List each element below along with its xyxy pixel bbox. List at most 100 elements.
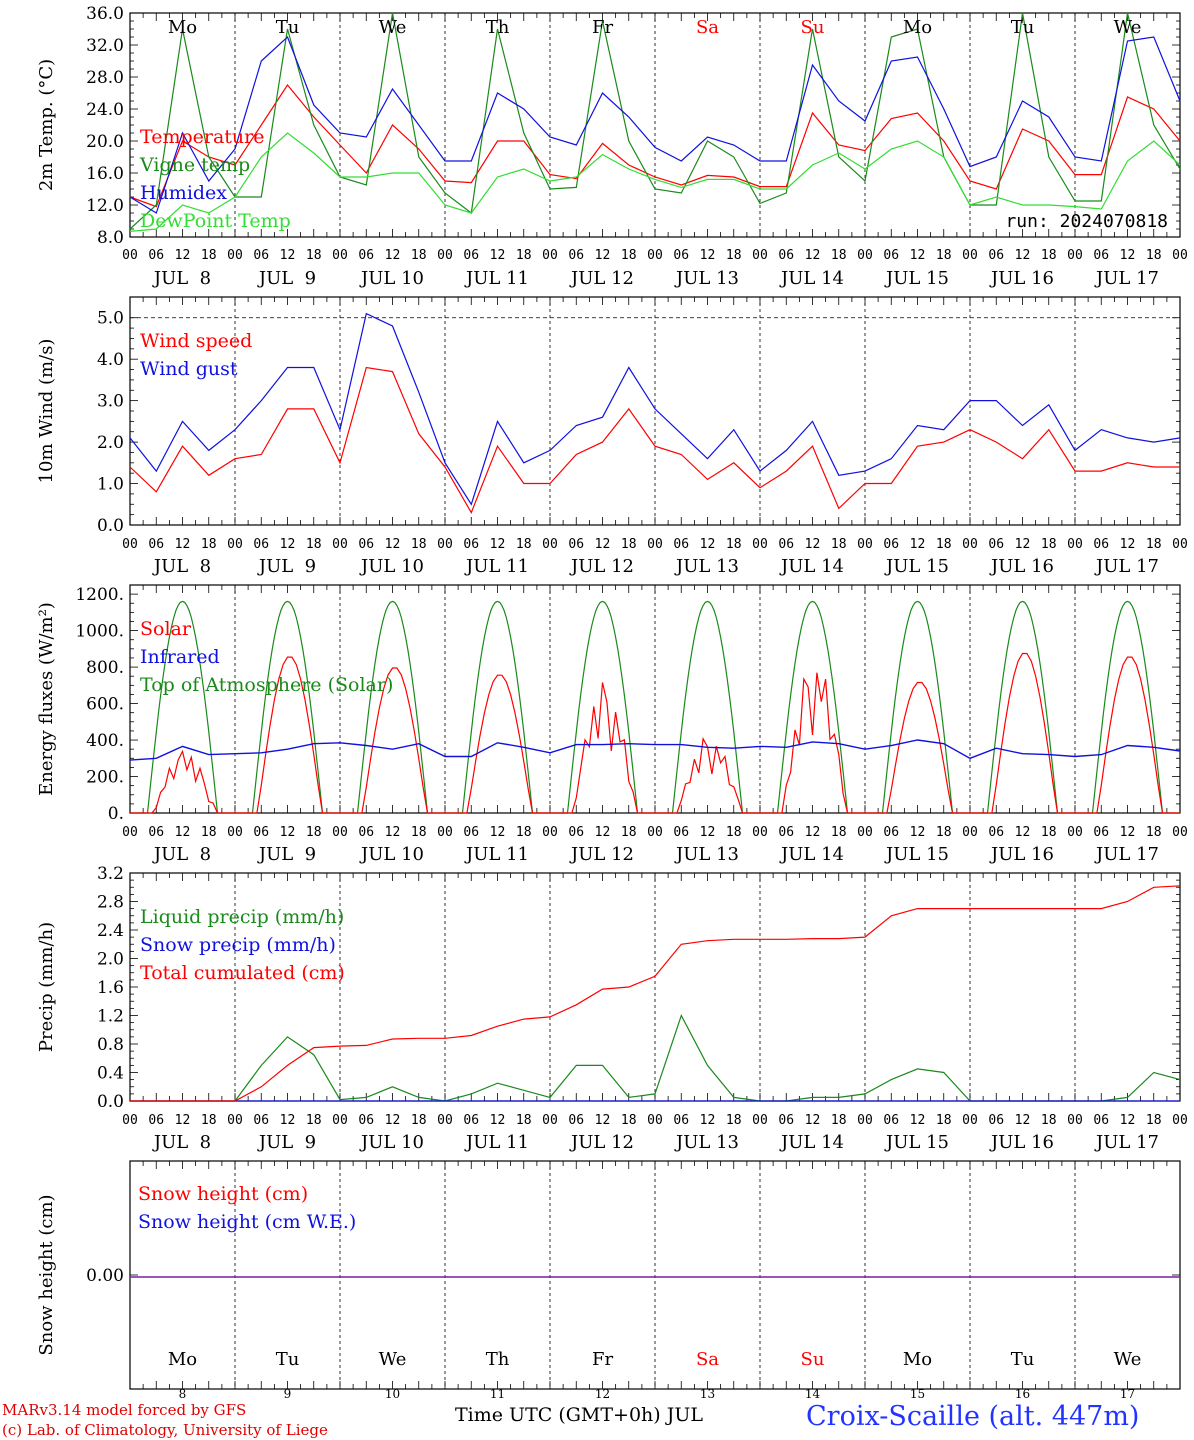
temp-hour-label: 18 [306, 248, 322, 263]
precip-y-tick-label: 2.0 [97, 950, 124, 970]
day-number-label: 8 [179, 1387, 187, 1400]
temp-hour-label: 06 [253, 248, 269, 263]
temp-date-label: JUL 8 [152, 268, 211, 289]
wind-y-tick-label: 5.0 [97, 309, 124, 329]
wind-hour-label: 00 [332, 537, 348, 552]
wind-hour-label: 00 [962, 537, 978, 552]
wind-hour-label: 18 [1041, 537, 1057, 552]
energy-hour-label: 12 [490, 825, 506, 840]
precip-hour-label: 00 [752, 1113, 768, 1128]
weekday-label-bottom: Su [801, 1349, 825, 1370]
temp-hour-label: 06 [778, 248, 794, 263]
energy-hour-label: 18 [1146, 825, 1162, 840]
energy-date-label: JUL 10 [359, 844, 424, 865]
temp-hour-label: 06 [1093, 248, 1109, 263]
precip-y-tick-label: 0.8 [97, 1035, 124, 1055]
weekday-label-top: Tu [276, 17, 300, 38]
wind-date-label: JUL 9 [257, 556, 316, 577]
wind-hour-label: 12 [595, 537, 611, 552]
temp-date-label: JUL 10 [359, 268, 424, 289]
wind-hour-label: 00 [227, 537, 243, 552]
precip-hour-label: 00 [857, 1113, 873, 1128]
temp-hour-label: 18 [936, 248, 952, 263]
energy-hour-label: 06 [988, 825, 1004, 840]
precip-hour-label: 00 [332, 1113, 348, 1128]
precip-hour-label: 06 [673, 1113, 689, 1128]
wind-y-tick-label: 2.0 [97, 433, 124, 453]
temp-hour-label: 00 [122, 248, 138, 263]
day-number-label: 15 [910, 1387, 925, 1400]
energy-date-label: JUL 9 [257, 844, 316, 865]
temp-date-label: JUL 13 [674, 268, 739, 289]
wind-hour-label: 06 [253, 537, 269, 552]
precip-hour-label: 06 [778, 1113, 794, 1128]
energy-hour-label: 06 [463, 825, 479, 840]
wind-date-label: JUL 15 [884, 556, 949, 577]
temp-hour-label: 06 [883, 248, 899, 263]
precip-legend-entry: Total cumulated (cm) [140, 962, 345, 984]
precip-hour-label: 06 [883, 1113, 899, 1128]
energy-hour-label: 00 [647, 825, 663, 840]
precip-hour-label: 06 [253, 1113, 269, 1128]
wind-legend-entry: Wind speed [140, 330, 252, 352]
wind-hour-label: 12 [280, 537, 296, 552]
wind-hour-label: 06 [883, 537, 899, 552]
precip-hour-label: 00 [1067, 1113, 1083, 1128]
temp-series-line [129, 83, 1181, 208]
precip-series-line [130, 1013, 1181, 1102]
weekday-label-bottom: Mo [168, 1349, 197, 1370]
temp-hour-label: 00 [752, 248, 768, 263]
precip-hour-label: 12 [490, 1113, 506, 1128]
snow-y-axis-label: Snow height (cm) [36, 1194, 57, 1355]
precip-hour-label: 12 [700, 1113, 716, 1128]
day-number-label: 11 [490, 1387, 505, 1400]
wind-hour-label: 06 [1093, 537, 1109, 552]
energy-hour-label: 12 [805, 825, 821, 840]
wind-y-tick-label: 0.0 [97, 516, 124, 536]
weekday-label-top: Th [486, 17, 510, 38]
precip-date-label: JUL 13 [674, 1132, 739, 1153]
temp-hour-label: 06 [568, 248, 584, 263]
wind-hour-label: 00 [857, 537, 873, 552]
precip-y-tick-label: 0.4 [97, 1064, 124, 1084]
weekday-label-bottom: Fr [592, 1349, 613, 1370]
precip-date-label: JUL 10 [359, 1132, 424, 1153]
temp-y-tick-label: 24.0 [86, 100, 124, 120]
wind-date-label: JUL 8 [152, 556, 211, 577]
temp-hour-label: 12 [700, 248, 716, 263]
energy-hour-label: 12 [910, 825, 926, 840]
temp-legend-entry: DewPoint Temp [140, 210, 291, 232]
energy-date-label: JUL 14 [779, 844, 844, 865]
precip-legend-entry: Liquid precip (mm/h) [140, 906, 344, 928]
precip-hour-label: 00 [962, 1113, 978, 1128]
run-label: run: 2024070818 [1005, 211, 1168, 232]
energy-hour-label: 18 [411, 825, 427, 840]
temp-hour-label: 18 [516, 248, 532, 263]
energy-hour-label: 12 [1120, 825, 1136, 840]
weekday-label-top: Su [801, 17, 825, 38]
energy-legend-entry: Solar [140, 618, 192, 640]
weekday-label-bottom: Tu [1011, 1349, 1035, 1370]
precip-y-tick-label: 2.8 [97, 893, 124, 913]
energy-hour-label: 18 [516, 825, 532, 840]
precip-hour-label: 12 [385, 1113, 401, 1128]
energy-hour-label: 00 [1067, 825, 1083, 840]
precip-y-tick-label: 3.2 [97, 864, 124, 884]
wind-hour-label: 00 [1172, 537, 1188, 552]
temp-series-line [129, 132, 1181, 232]
energy-date-label: JUL 17 [1094, 844, 1159, 865]
precip-date-label: JUL 14 [779, 1132, 844, 1153]
precip-hour-label: 00 [437, 1113, 453, 1128]
wind-hour-label: 12 [175, 537, 191, 552]
day-number-label: 17 [1120, 1387, 1135, 1400]
time-axis-label: Time UTC (GMT+0h) JUL [455, 1404, 703, 1426]
wind-hour-label: 06 [673, 537, 689, 552]
precip-hour-label: 00 [1172, 1113, 1188, 1128]
temp-hour-label: 18 [621, 248, 637, 263]
precip-hour-label: 00 [647, 1113, 663, 1128]
energy-hour-label: 06 [568, 825, 584, 840]
temp-date-label: JUL 9 [257, 268, 316, 289]
wind-date-label: JUL 16 [989, 556, 1054, 577]
temp-y-tick-label: 28.0 [86, 68, 124, 88]
wind-date-label: JUL 12 [569, 556, 634, 577]
